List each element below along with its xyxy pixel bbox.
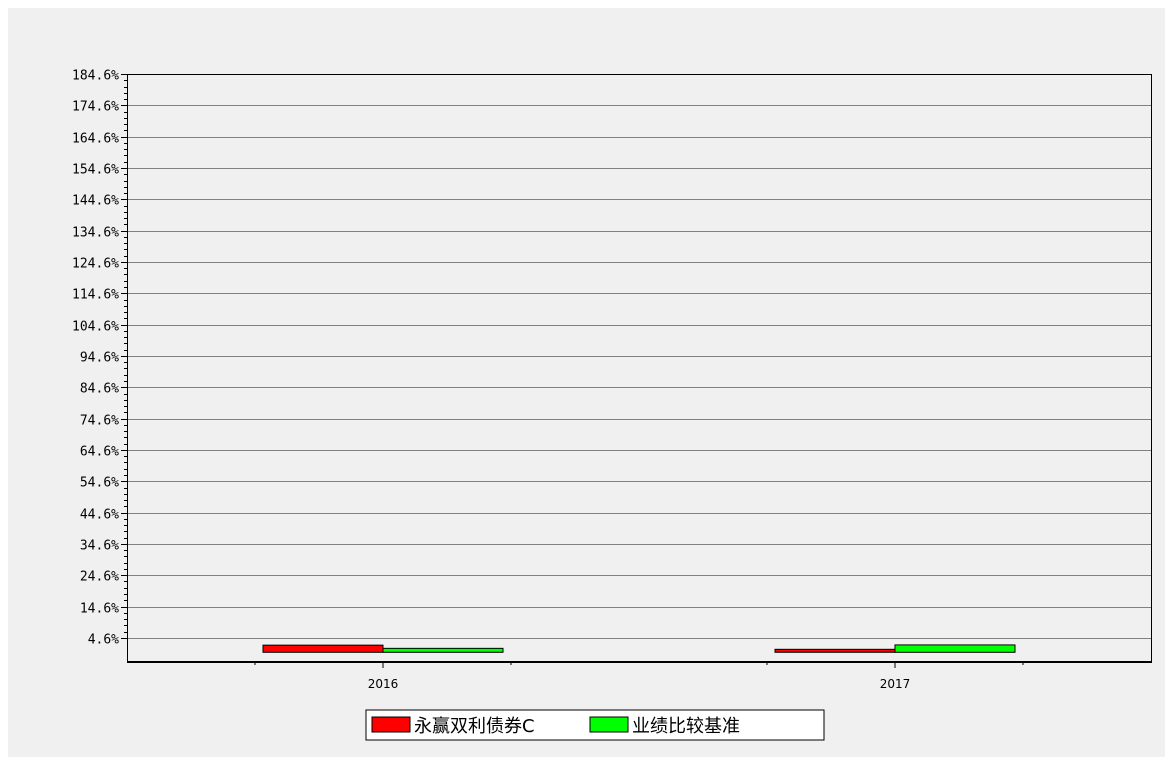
y-tick-label: 64.6% bbox=[80, 445, 119, 460]
bar-1-0 bbox=[774, 648, 896, 653]
chart-frame: 184.6% 174.6% 164.6% 154.6% 144.6% 134.6% 124.… bbox=[8, 8, 1165, 757]
bars bbox=[262, 644, 1016, 653]
y-tick-label: 14.6% bbox=[80, 602, 119, 617]
y-tick-label: 114.6% bbox=[72, 288, 119, 303]
legend: 永赢双利债券C 业绩比较基准 bbox=[365, 709, 825, 741]
y-tick-label: 124.6% bbox=[72, 257, 119, 272]
y-tick-label: 4.6% bbox=[88, 633, 119, 648]
y-tick-label: 164.6% bbox=[72, 132, 119, 147]
bar-chart: 184.6% 174.6% 164.6% 154.6% 144.6% 134.6% 124.… bbox=[72, 69, 1152, 741]
y-tick-label: 84.6% bbox=[80, 382, 119, 397]
y-tick-label: 104.6% bbox=[72, 320, 119, 335]
legend-label-0: 永赢双利债券C bbox=[414, 715, 535, 737]
legend-swatch-1 bbox=[589, 716, 629, 733]
plot-area bbox=[127, 74, 1151, 662]
y-tick-label: 94.6% bbox=[80, 351, 119, 366]
y-axis: 184.6% 174.6% 164.6% 154.6% 144.6% 134.6% 124.… bbox=[72, 69, 1152, 662]
y-tick-label: 44.6% bbox=[80, 508, 119, 523]
x-tick-label: 2017 bbox=[880, 677, 911, 691]
legend-label-1: 业绩比较基准 bbox=[632, 716, 740, 737]
y-tick-label: 174.6% bbox=[72, 100, 119, 115]
x-tick-label: 2016 bbox=[368, 677, 399, 691]
legend-swatch-0 bbox=[371, 716, 411, 733]
bar-0-0 bbox=[262, 644, 384, 653]
y-tick-label: 24.6% bbox=[80, 570, 119, 585]
y-tick-label: 154.6% bbox=[72, 163, 119, 178]
y-tick-label: 54.6% bbox=[80, 476, 119, 491]
y-tick-label: 184.6% bbox=[72, 69, 119, 84]
y-tick-label: 144.6% bbox=[72, 194, 119, 209]
y-tick-label: 134.6% bbox=[72, 226, 119, 241]
y-tick-label: 34.6% bbox=[80, 539, 119, 554]
bar-0-1 bbox=[382, 647, 504, 653]
y-tick-label: 74.6% bbox=[80, 414, 119, 429]
x-axis: 2016 2017 bbox=[127, 661, 1152, 691]
gridlines bbox=[127, 74, 1151, 639]
bar-1-1 bbox=[894, 644, 1016, 653]
